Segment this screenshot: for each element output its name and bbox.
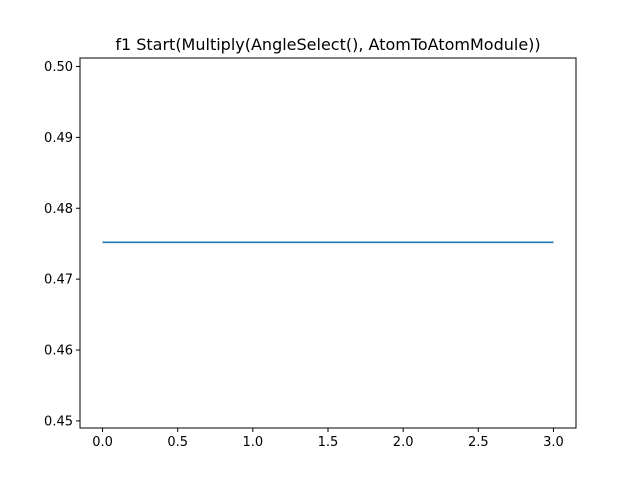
x-tick-label: 2.5: [468, 435, 489, 450]
y-tick-label: 0.46: [44, 344, 73, 359]
x-tick-label: 1.5: [318, 435, 339, 450]
y-tick-label: 0.50: [44, 60, 73, 75]
y-axis-ticks: 0.45 0.46 0.47 0.48 0.49 0.50: [44, 60, 80, 429]
chart-title: f1 Start(Multiply(AngleSelect(), AtomToA…: [115, 35, 540, 54]
y-tick-label: 0.48: [44, 202, 73, 217]
x-tick-label: 0.0: [92, 435, 113, 450]
x-tick-label: 1.0: [243, 435, 264, 450]
y-tick-label: 0.47: [44, 273, 73, 288]
x-tick-label: 3.0: [543, 435, 564, 450]
x-axis-ticks: 0.0 0.5 1.0 1.5 2.0 2.5 3.0: [92, 428, 564, 450]
y-tick-label: 0.45: [44, 414, 73, 429]
x-tick-label: 2.0: [393, 435, 414, 450]
y-tick-label: 0.49: [44, 131, 73, 146]
x-tick-label: 0.5: [167, 435, 188, 450]
axes-frame: [79, 57, 577, 429]
